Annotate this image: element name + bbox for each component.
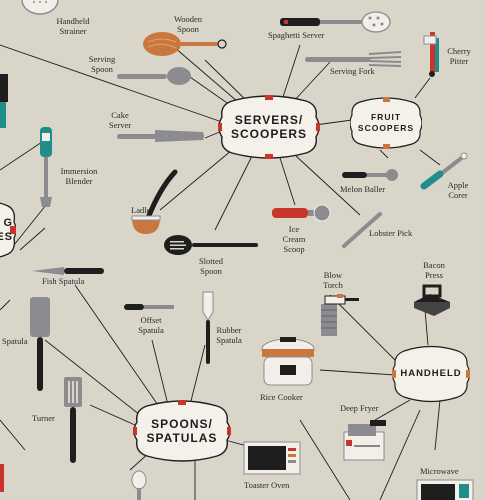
- hub-left-partial: G ES: [0, 200, 16, 260]
- hub-handheld-line1: HANDHELD: [400, 368, 462, 379]
- hub-frame: [133, 400, 231, 462]
- strainer-icon: [21, 0, 59, 15]
- label-bacon-press: Bacon Press: [423, 260, 445, 280]
- hub-servers-line2: SCOOPERS: [230, 127, 307, 141]
- label-lobster-pick: Lobster Pick: [369, 228, 413, 238]
- label-slotted-spoon: Slotted Spoon: [198, 256, 224, 276]
- offset-spatula-icon: [124, 304, 174, 310]
- label-fish-spatula: Fish Spatula: [42, 276, 85, 286]
- hub-left-line2: ES: [0, 231, 13, 243]
- label-serving-fork: Serving Fork: [330, 66, 375, 76]
- hub-handheld: HANDHELD: [392, 345, 470, 403]
- bacon-press-icon: [414, 284, 450, 316]
- deep-fryer-icon: [343, 420, 386, 461]
- blow-torch-icon: [321, 294, 359, 336]
- label-deep-fryer: Deep Fryer: [340, 403, 379, 413]
- melon-baller-icon: [342, 169, 398, 181]
- hub-left-line1: G: [3, 217, 13, 229]
- spaghetti-server-icon: [280, 11, 391, 33]
- microwave-icon: [416, 479, 474, 500]
- label-spatula: Spatula: [2, 336, 28, 346]
- label-wooden-spoon: Wooden Spoon: [173, 14, 203, 34]
- label-offset-spatula: Offset Spatula: [138, 315, 164, 335]
- hub-frame: [392, 345, 470, 403]
- hub-servers-scoopers: SERVERS/SCOOPERS: [218, 95, 320, 159]
- hub-fruit-line2: SCOOPERS: [357, 123, 415, 133]
- appliance-partial-icon: [0, 74, 8, 128]
- label-cherry-pitter: Cherry Pitter: [447, 46, 471, 66]
- hub-frame: [218, 95, 320, 159]
- hub-spoons-spatulas: SPOONS/SPATULAS: [133, 400, 231, 462]
- hub-spoons-line2: SPATULAS: [146, 431, 218, 445]
- rice-cooker-icon: [261, 337, 315, 386]
- lobster-pick-icon: [342, 212, 382, 248]
- label-rubber-spatula: Rubber Spatula: [216, 325, 242, 345]
- immersion-blender-icon: [40, 127, 52, 207]
- appliance-partial-icon: [0, 464, 4, 492]
- turner-icon: [64, 377, 82, 463]
- hub-fruit-scoopers: FRUIT SCOOPERS: [350, 97, 422, 149]
- ladle-icon: [131, 169, 178, 234]
- label-toaster-oven: Toaster Oven: [244, 480, 290, 490]
- spatula-icon: [30, 297, 50, 391]
- hub-fruit-line1: FRUIT: [370, 112, 402, 122]
- rubber-spatula-icon: [202, 291, 214, 364]
- serving-spoon-icon: [117, 67, 191, 85]
- label-microwave: Microwave: [420, 466, 459, 476]
- label-ice-cream-scoop: Ice Cream Scoop: [282, 224, 306, 254]
- fish-spatula-icon: [32, 267, 104, 275]
- serving-fork-icon: [305, 51, 402, 67]
- ice-cream-scoop-icon: [272, 204, 331, 222]
- label-blow-torch: Blow Torch: [323, 270, 343, 290]
- cake-server-icon: [117, 130, 204, 142]
- label-serving-spoon: Serving Spoon: [88, 54, 116, 74]
- apple-corer-icon: [420, 152, 468, 190]
- label-melon-baller: Melon Baller: [340, 184, 386, 194]
- serving-spoon-icon: [131, 470, 147, 500]
- slotted-spoon-icon: [164, 235, 258, 255]
- label-immersion-blender: Immersion Blender: [60, 166, 98, 186]
- label-apple-corer: Apple Corer: [447, 180, 469, 200]
- label-turner: Turner: [32, 413, 55, 423]
- label-spaghetti-server: Spaghetti Server: [268, 30, 325, 40]
- hub-spoons-line1: SPOONS/: [151, 417, 213, 431]
- label-cake-server: Cake Server: [108, 110, 132, 130]
- hub-frame: [0, 202, 16, 258]
- hub-frame: [350, 97, 422, 149]
- hub-servers-line1: SERVERS/: [234, 113, 304, 127]
- toaster-oven-icon: [243, 441, 301, 475]
- label-ladle: Ladle: [131, 205, 151, 215]
- label-rice-cooker: Rice Cooker: [260, 392, 303, 402]
- label-handheld-strainer: Handheld Strainer: [56, 16, 90, 36]
- cherry-pitter-icon: [423, 32, 439, 77]
- wooden-spoon-icon: [143, 32, 227, 56]
